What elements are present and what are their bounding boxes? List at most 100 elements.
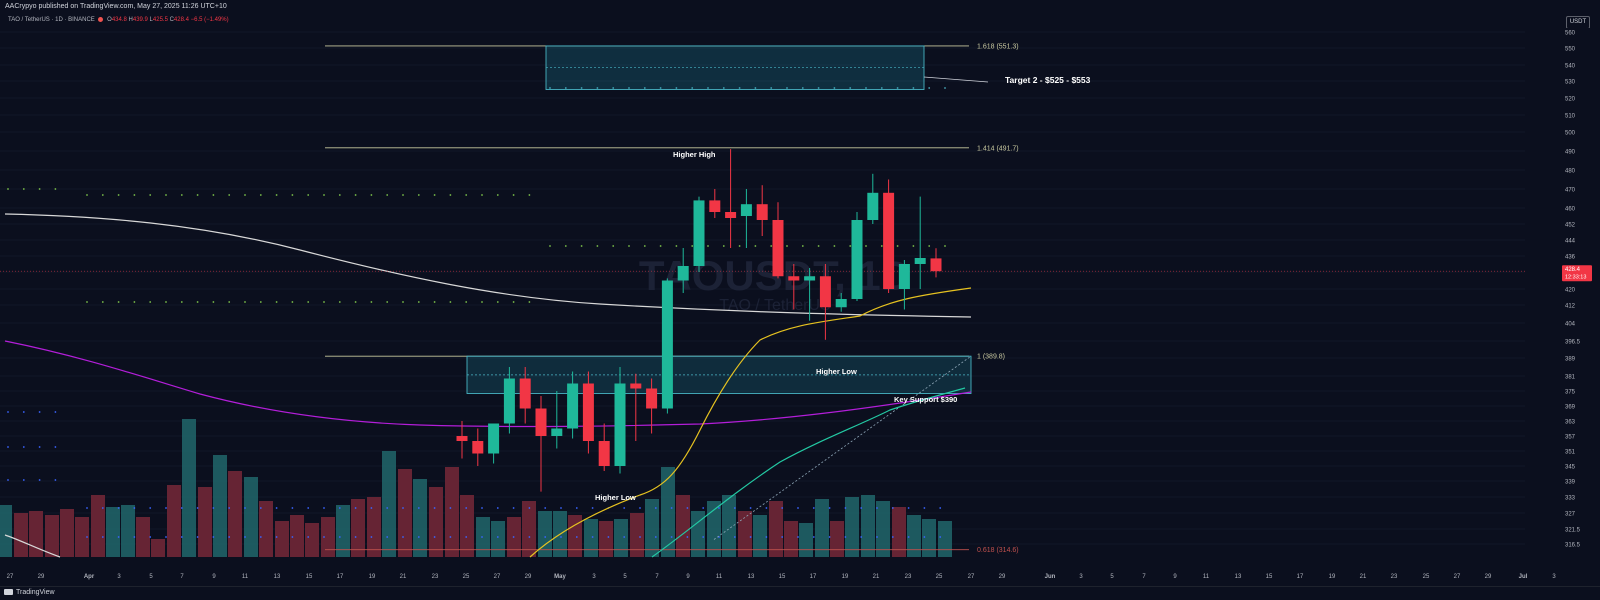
candle-body [488,423,500,454]
indicator-dot [675,245,678,247]
price-zones [466,45,972,540]
price-tick-label: 375 [1565,390,1576,396]
price-tick-label: 480 [1565,169,1576,175]
indicator-dot [354,507,357,509]
indicator-dot [591,507,594,509]
candle-body [661,280,673,409]
price-chart[interactable]: TAOUSDT, 1D TAO / TetherUS 1.618 (551.3)… [0,0,1600,586]
time-axis: 27 29 Apr 3 5 7 9 11 13 15 17 19 21 23 25 27 29 May 3 5 7 9 11… [0,559,1600,586]
candle-body [519,378,531,409]
indicator-dot [86,194,88,196]
indicator-dot [512,194,515,196]
time-tick-label: 11 [716,574,723,580]
indicator-dot [623,507,626,509]
tradingview-logo[interactable]: TradingView [4,589,55,596]
price-tick-label: 436 [1565,255,1576,261]
volume-bar [445,467,459,557]
indicator-dot [923,536,926,538]
indicator-dot [575,507,578,509]
indicator-dot [307,507,310,509]
time-tick-label: 5 [1110,574,1114,580]
indicator-dot [149,194,152,196]
change-value: −6.5 (−1.49%) [190,17,229,24]
price-tick-label: 333 [1565,496,1576,502]
indicator-dot [754,245,757,247]
candle-body [851,220,863,299]
time-tick-label: Apr [84,574,95,580]
indicator-dot [417,301,420,303]
indicator-dot [686,507,689,509]
time-tick-label: 19 [1329,574,1336,580]
time-tick-label: 3 [1079,574,1083,580]
indicator-dot [338,301,341,303]
indicator-dot [639,507,641,509]
indicator-dot [22,188,25,190]
indicator-dot [865,87,867,89]
indicator-dot [607,536,610,538]
indicator-dot [781,507,784,509]
indicator-dot [596,245,599,247]
candle-body [677,266,689,281]
indicator-dot [828,507,831,509]
candle-body [883,192,895,289]
candle-body [551,428,563,436]
indicator-dot [528,536,531,538]
indicator-dot [7,411,9,413]
symbol-legend[interactable]: TAO / TetherUS · 1D · BINANCE O434.8 H43… [8,17,229,23]
candle-body [898,264,910,289]
indicator-dot [765,536,768,538]
price-tick-label: 321.5 [1565,528,1581,534]
indicator-dot [670,536,673,538]
candle-body [930,258,942,272]
indicator-dot [770,245,773,247]
indicator-dot [876,536,878,538]
close-value: 428.4 [173,17,189,24]
indicator-dot [212,301,215,303]
candle-body [725,212,737,218]
indicator-dot [259,194,262,196]
indicator-dot [496,301,499,303]
indicator-dot [117,301,120,303]
indicator-dot [133,301,136,303]
ma-mid-line [651,387,966,558]
volume-bar [845,497,859,557]
indicator-dot [212,194,215,196]
volume-bar [259,501,273,557]
indicator-dot [307,536,310,538]
time-tick-label: 11 [1203,574,1210,580]
candle-body [740,204,752,216]
price-tick-label: 396.5 [1565,340,1581,346]
volume-bar [351,499,365,557]
volume-bar [429,487,443,557]
indicator-dot [259,301,262,303]
volume-bar [661,467,675,557]
volume-bar [630,513,644,557]
price-tick-label: 389 [1565,357,1576,363]
indicator-dot [101,194,104,196]
volume-bar [645,499,659,557]
footer: TradingView [0,586,1600,600]
price-axis: 560 550 540 530 520 510 500 490 480 470 460 452 444 4… [1525,28,1600,559]
indicator-dot [528,507,531,509]
indicator-dot [549,87,551,89]
time-tick-label: 19 [842,574,849,580]
time-tick-label: 27 [7,574,14,580]
price-tick-label: 357 [1565,435,1576,441]
indicator-dot [907,536,910,538]
indicator-dot [180,194,183,196]
indicator-dot [117,194,120,196]
time-tick-label: 29 [525,574,532,580]
indicator-dot [386,301,389,303]
indicator-dot [133,507,136,509]
indicator-dot [38,411,41,413]
current-price-label: 428.4 [1565,267,1581,273]
time-tick-label: 23 [905,574,912,580]
indicator-dot [101,536,104,538]
indicator-dot [38,446,41,448]
time-tick-label: Jun [1045,574,1056,580]
indicator-dot [22,411,25,413]
indicator-dot [465,507,468,509]
indicator-dot [323,194,325,196]
candle-body [693,200,705,266]
indicator-dot [797,507,799,509]
